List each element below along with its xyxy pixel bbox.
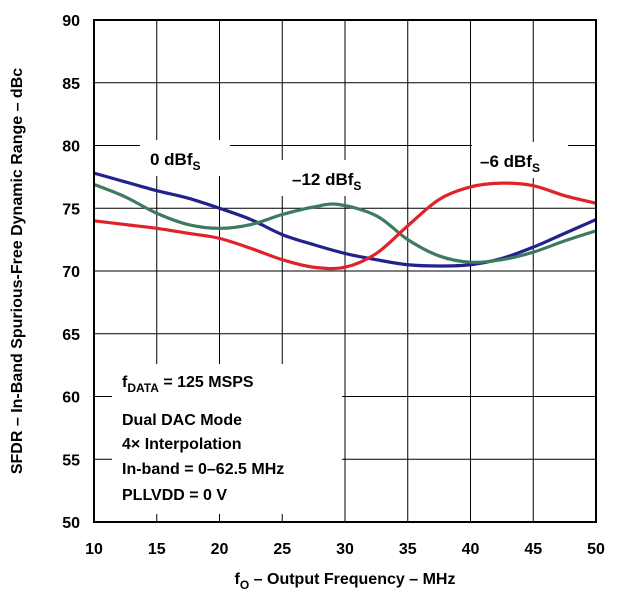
y-tick-labels: 50 55 60 65 70 75 80 85 90	[62, 13, 80, 532]
x-axis-title: fO – Output Frequency – MHz	[235, 571, 456, 592]
condition-interpolation: 4× Interpolation	[122, 436, 242, 453]
test-conditions: fDATA = 125 MSPS Dual DAC Mode 4× Interp…	[122, 374, 284, 504]
condition-dac-mode: Dual DAC Mode	[122, 412, 242, 429]
x-tick-label: 30	[336, 541, 354, 558]
y-tick-label: 50	[62, 515, 80, 532]
x-tick-label: 15	[148, 541, 166, 558]
x-tick-label: 50	[587, 541, 605, 558]
y-tick-label: 90	[62, 13, 80, 30]
series-line-0dbfs	[93, 171, 597, 268]
x-tick-label: 45	[524, 541, 542, 558]
condition-in-band: In-band = 0–62.5 MHz	[122, 461, 284, 478]
label-bg-12dbfs	[280, 160, 392, 196]
plot-frame	[93, 19, 597, 523]
x-tick-label: 35	[399, 541, 417, 558]
y-axis-title: SFDR – In-Band Spurious-Free Dynamic Ran…	[9, 68, 26, 474]
x-tick-labels: 10 15 20 25 30 35 40 45 50	[85, 541, 605, 558]
series-line-12dbfs	[93, 182, 597, 264]
x-tick-label: 20	[211, 541, 229, 558]
label-bg-6dbfs	[472, 142, 568, 178]
y-tick-label: 65	[62, 327, 80, 344]
y-tick-label: 80	[62, 139, 80, 156]
condition-data-rate: fDATA = 125 MSPS	[122, 374, 254, 395]
y-tick-label: 75	[62, 201, 80, 218]
x-tick-label: 40	[462, 541, 480, 558]
series-label-0dbfs: 0 dBfS	[150, 150, 201, 173]
y-tick-label: 70	[62, 264, 80, 281]
y-tick-label: 55	[62, 452, 80, 469]
series-label-6dbfs: –6 dBfS	[480, 152, 540, 175]
x-tick-label: 10	[85, 541, 103, 558]
series-lines	[93, 171, 597, 271]
x-tick-label: 25	[273, 541, 291, 558]
y-tick-label: 85	[62, 76, 80, 93]
label-bg-0dbfs	[140, 140, 230, 176]
y-tick-label: 60	[62, 390, 80, 407]
series-line-6dbfs	[93, 181, 597, 271]
conditions-box-bg	[112, 364, 342, 514]
label-backgrounds	[112, 140, 568, 514]
condition-pllvdd: PLLVDD = 0 V	[122, 487, 227, 504]
series-label-12dbfs: –12 dBfS	[292, 170, 361, 193]
